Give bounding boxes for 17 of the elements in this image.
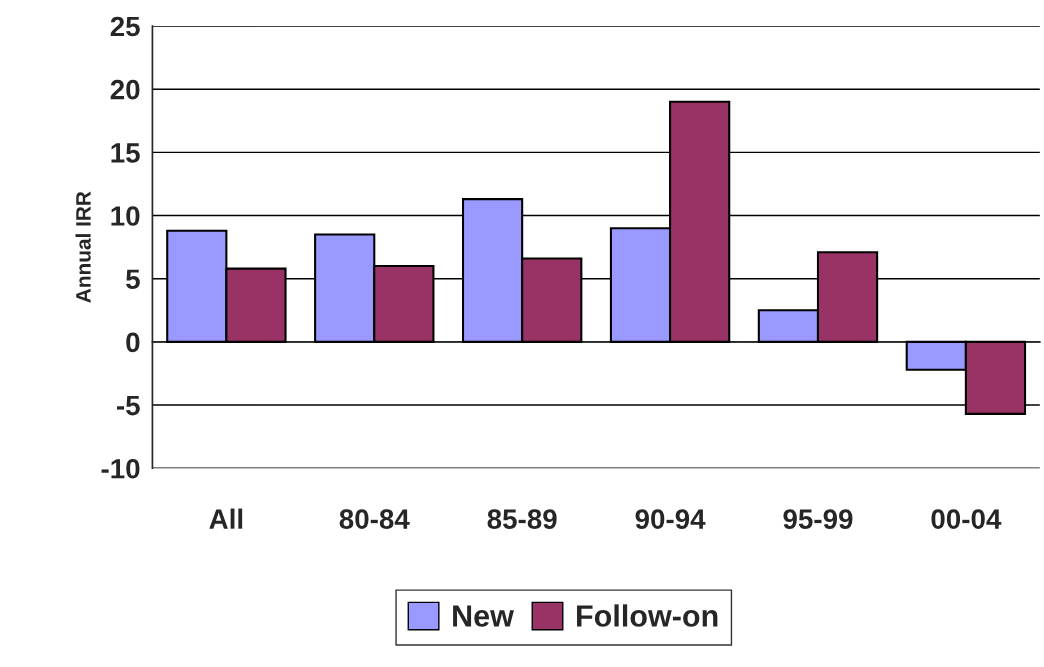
y-tick-label: 5 xyxy=(126,269,140,290)
x-tick-label: 95-99 xyxy=(783,509,853,529)
x-tick-label: 90-94 xyxy=(635,509,706,529)
y-tick-label: 20 xyxy=(110,79,140,100)
x-tick-label: 80-84 xyxy=(339,509,410,529)
y-tick-label: 25 xyxy=(110,16,140,37)
x-tick-label: 85-89 xyxy=(487,509,557,529)
legend-label: New xyxy=(453,605,514,627)
y-tick-label: 10 xyxy=(111,206,140,226)
y-tick-label: -5 xyxy=(117,396,140,416)
x-tick-label: 00-04 xyxy=(931,509,1002,529)
y-tick-label: 0 xyxy=(126,332,140,353)
y-tick-label: -10 xyxy=(101,458,140,479)
y-tick-label: 15 xyxy=(111,143,140,163)
legend-label: Follow-on xyxy=(577,604,718,627)
y-axis-title: Annual IRR xyxy=(75,191,91,303)
x-tick-label: All xyxy=(209,508,243,529)
